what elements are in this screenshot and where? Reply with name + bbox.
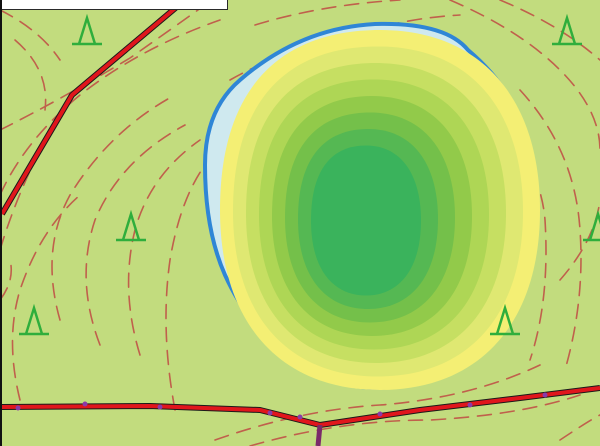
contour-line bbox=[559, 414, 600, 441]
contour-line bbox=[0, 19, 221, 196]
contour-line bbox=[499, 0, 600, 61]
contour-line bbox=[0, 9, 61, 61]
vegetation-symbols bbox=[19, 13, 600, 336]
vegetation-symbol bbox=[583, 209, 600, 242]
vegetation-symbol bbox=[116, 209, 146, 242]
contour-line bbox=[11, 194, 81, 401]
road-marker bbox=[157, 404, 163, 410]
vegetation-symbol bbox=[19, 303, 49, 336]
contour-line bbox=[0, 259, 13, 301]
contour-line bbox=[165, 164, 206, 411]
road-markers bbox=[15, 392, 548, 420]
contour-line bbox=[519, 89, 582, 371]
road-marker bbox=[542, 392, 548, 398]
road-marker bbox=[15, 405, 21, 411]
contour-line bbox=[249, 394, 581, 446]
contour-line bbox=[214, 364, 541, 441]
road-south-spur bbox=[315, 424, 323, 446]
vegetation-symbol bbox=[72, 13, 102, 46]
lake-depth-bands bbox=[220, 30, 540, 390]
contour-line bbox=[85, 124, 186, 346]
contour-line bbox=[14, 39, 47, 111]
vegetation-symbol bbox=[552, 13, 582, 46]
road-marker bbox=[82, 401, 88, 407]
lake[interactable] bbox=[202, 21, 540, 391]
vegetation-symbol bbox=[490, 303, 520, 336]
road-marker bbox=[467, 402, 473, 408]
contour-line bbox=[0, 4, 206, 131]
contour-line bbox=[489, 119, 547, 361]
depth-band bbox=[311, 145, 421, 296]
contour-line bbox=[254, 0, 401, 26]
road-northwest bbox=[0, 0, 187, 216]
road-marker bbox=[297, 414, 303, 420]
overview-box bbox=[0, 0, 228, 10]
road-marker bbox=[267, 410, 273, 416]
map-frame-edge bbox=[0, 0, 2, 446]
road-marker bbox=[377, 411, 383, 417]
contour-line bbox=[51, 94, 176, 321]
contour-line bbox=[449, 0, 600, 151]
